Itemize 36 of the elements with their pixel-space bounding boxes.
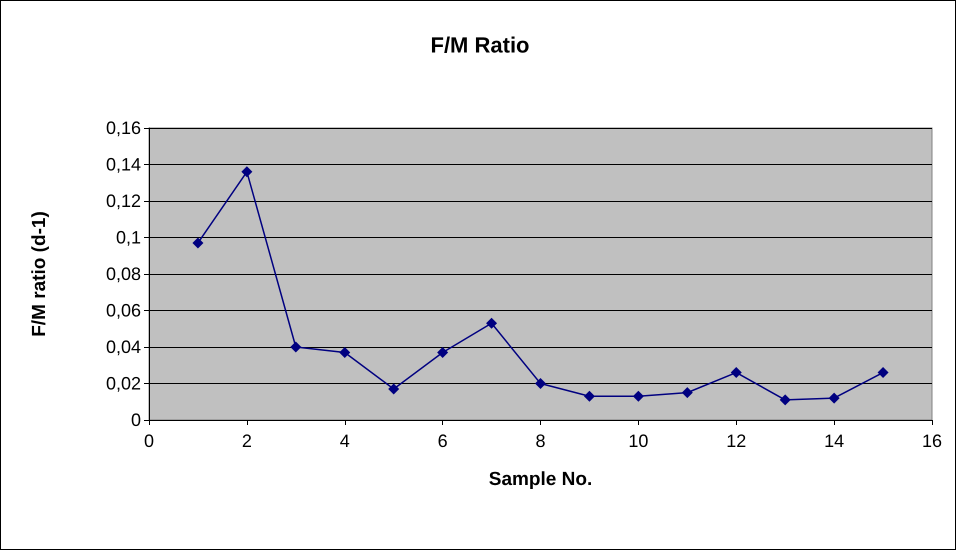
y-tick-label: 0,08 [106,264,141,284]
x-tick-label: 2 [242,431,252,451]
x-tick-label: 12 [726,431,746,451]
chart-title: F/M Ratio [430,32,530,58]
point [290,342,302,352]
point [632,390,644,402]
y-tick-label: 0,1 [116,228,141,248]
x-tick-label: 4 [340,431,350,451]
point [682,387,693,398]
x-tick-label: 10 [628,431,648,451]
x-tick-label: 6 [438,431,448,451]
point [437,346,448,358]
y-tick-label: 0,04 [106,337,141,357]
x-tick-label: 8 [535,431,546,451]
x-axis-title: Sample No. [488,469,592,490]
y-tick-label: 0 [130,410,141,430]
y-axis-title: F/M ratio (d-1) [29,211,50,337]
y-tick-label: 0,06 [106,300,141,320]
point [878,367,889,378]
x-tick-label: 14 [824,431,844,451]
y-tick-label: 0,16 [106,118,141,138]
point [388,383,400,394]
point [780,394,791,406]
point [241,166,252,178]
point [535,378,546,389]
y-tick-label: 0,12 [106,191,141,211]
point [339,346,350,358]
point [584,390,595,402]
x-tick-label: 16 [922,431,942,451]
y-tick-label: 0,14 [106,154,141,174]
x-tick-label: 0 [144,431,154,451]
point [486,318,498,329]
y-tick-label: 0,02 [106,374,141,394]
point [192,237,204,248]
point [828,392,840,404]
point [730,367,742,378]
